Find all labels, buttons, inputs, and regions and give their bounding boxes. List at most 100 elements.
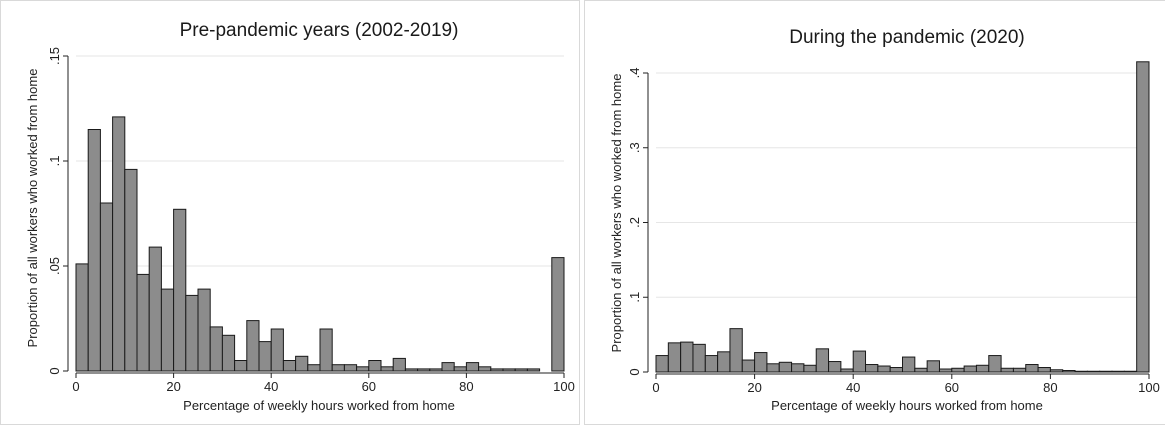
histogram-bar — [1123, 370, 1138, 373]
histogram-bar — [889, 367, 903, 373]
histogram-bar — [692, 343, 706, 373]
y-axis-label: Proportion of all workers who worked fro… — [25, 69, 40, 348]
histogram-bar — [1062, 370, 1076, 373]
histogram-bar — [502, 368, 516, 372]
histogram-bar — [803, 364, 817, 373]
histogram-bar — [667, 342, 682, 373]
histogram-bar — [148, 246, 162, 372]
x-tick-label: 100 — [1138, 380, 1160, 395]
histogram-bar — [87, 129, 101, 372]
histogram-bar — [197, 288, 211, 372]
histogram-bar — [865, 364, 879, 373]
histogram-bar — [680, 341, 694, 373]
x-tick-label: 80 — [1043, 380, 1057, 395]
histogram-bar — [766, 363, 780, 373]
x-tick-label: 20 — [166, 379, 180, 394]
histogram-bar — [526, 368, 541, 372]
histogram-bar — [1136, 61, 1150, 373]
chart-pre-pandemic: Pre-pandemic years (2002-2019) Percentag… — [25, 20, 575, 413]
histogram-bar — [551, 257, 565, 372]
y-tick-label: .05 — [47, 257, 62, 275]
histogram-bar — [356, 366, 370, 372]
histogram-bar — [1086, 370, 1101, 373]
histogram-bar — [815, 348, 830, 373]
histogram-bar — [380, 366, 394, 372]
histogram-bar — [840, 368, 854, 373]
histogram-bar — [404, 368, 419, 372]
histogram-bar — [1000, 367, 1014, 373]
histogram-bar — [1025, 364, 1039, 373]
x-tick-label: 40 — [264, 379, 278, 394]
histogram-bar — [717, 351, 731, 373]
histogram-bar — [914, 367, 928, 373]
histogram-bar — [160, 288, 175, 372]
histogram-bar — [331, 364, 345, 372]
histogram-bar — [938, 368, 953, 373]
x-tick-label: 0 — [72, 379, 79, 394]
histogram-bar — [951, 367, 965, 373]
y-tick-label: 0 — [47, 367, 62, 374]
y-tick-label: .4 — [627, 68, 642, 79]
histogram-bar — [1099, 370, 1113, 373]
histogram-bar — [112, 116, 126, 372]
x-tick-label: 60 — [362, 379, 376, 394]
histogram-bar — [136, 273, 150, 372]
histogram-bar — [754, 352, 768, 373]
y-axis-label: Proportion of all workers who worked fro… — [609, 74, 624, 353]
histogram-bar — [124, 168, 138, 372]
histogram-bar — [173, 208, 187, 372]
histogram-bar — [465, 362, 480, 372]
x-axis-label: Percentage of weekly hours worked from h… — [771, 398, 1043, 413]
chart-pandemic: During the pandemic (2020) Percentage of… — [609, 27, 1160, 413]
histogram-bar — [417, 368, 431, 372]
histogram-bar — [392, 357, 406, 372]
histogram-bar — [99, 202, 114, 372]
histogram-bar — [343, 364, 358, 372]
histogram-bar — [490, 368, 504, 372]
histogram-bar — [1111, 370, 1125, 373]
x-tick-label: 0 — [652, 380, 659, 395]
histogram-bar — [429, 368, 443, 372]
histogram-bar — [514, 368, 528, 372]
histogram-bar — [75, 263, 89, 372]
histogram-bar — [246, 320, 260, 372]
histogram-bar — [319, 328, 333, 372]
y-tick-label: .3 — [627, 142, 642, 153]
histogram-bar — [185, 294, 199, 372]
histogram-bar — [270, 328, 284, 372]
histogram-bar — [741, 359, 756, 373]
histogram-bar — [791, 363, 805, 373]
histogram-bar — [441, 362, 455, 372]
histogram-bar — [1037, 367, 1051, 373]
x-tick-label: 100 — [553, 379, 575, 394]
histogram-bar — [729, 328, 743, 373]
histogram-bar — [704, 355, 719, 373]
histogram-bar — [282, 360, 297, 372]
histogram-bar — [926, 360, 940, 373]
histogram-bar — [221, 334, 236, 372]
histogram-bar — [1074, 370, 1088, 373]
histogram-bar — [828, 361, 842, 373]
x-tick-label: 40 — [846, 380, 860, 395]
histogram-bar — [258, 341, 272, 372]
chart-panel-pandemic: During the pandemic (2020) Percentage of… — [584, 0, 1165, 425]
histogram-bar — [234, 360, 248, 372]
histogram-bar — [307, 364, 321, 372]
x-tick-label: 20 — [747, 380, 761, 395]
chart-title: During the pandemic (2020) — [789, 27, 1025, 48]
histogram-bar — [988, 355, 1002, 373]
x-tick-label: 60 — [945, 380, 959, 395]
histogram-bar — [1012, 367, 1027, 373]
histogram-bar — [368, 360, 382, 372]
histogram-bar — [877, 365, 891, 373]
histogram-bar — [295, 355, 309, 372]
x-axis-label: Percentage of weekly hours worked from h… — [183, 398, 455, 413]
y-tick-label: .1 — [627, 292, 642, 303]
histogram-bar — [478, 366, 492, 372]
x-tick-label: 80 — [459, 379, 473, 394]
histogram-bar — [778, 361, 793, 373]
histogram-bar — [453, 366, 467, 372]
y-tick-label: 0 — [627, 368, 642, 375]
histogram-bar — [655, 355, 669, 373]
y-tick-label: .2 — [627, 217, 642, 228]
